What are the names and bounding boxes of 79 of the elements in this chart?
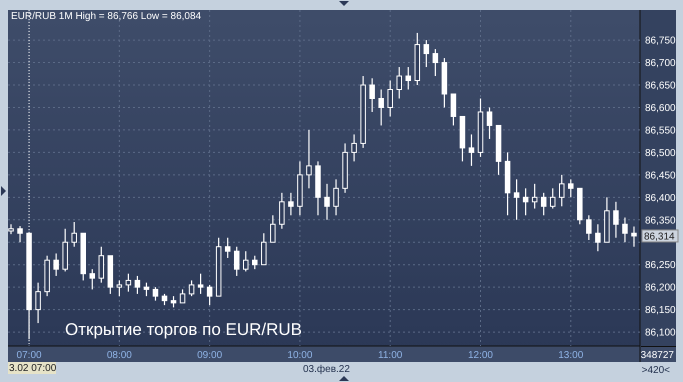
- candlestick: [53, 252, 59, 277]
- candlestick: [369, 78, 375, 113]
- candlestick: [180, 288, 186, 304]
- y-tick-label: 86,250: [645, 260, 676, 272]
- candlestick: [98, 246, 104, 284]
- x-tick-label: 09:00: [197, 350, 223, 361]
- x-tick-label: 10:00: [287, 350, 313, 361]
- candlestick: [622, 216, 628, 243]
- candlestick: [170, 296, 176, 308]
- candlestick: [406, 66, 412, 90]
- y-tick-label: 86,350: [645, 215, 676, 226]
- candlestick: [152, 286, 158, 302]
- candlestick: [387, 80, 393, 118]
- candlestick: [162, 293, 168, 306]
- text: 3.02 07:00: [9, 363, 57, 374]
- candlestick: [333, 178, 339, 216]
- x-tick-label: 13:00: [558, 350, 584, 361]
- candlestick: [540, 192, 546, 216]
- candlestick: [279, 192, 285, 230]
- candlestick: [270, 214, 276, 243]
- candlestick: [35, 282, 41, 324]
- candlestick: [351, 134, 357, 162]
- x-tick-label: 08:00: [106, 350, 132, 361]
- candlestick: [522, 188, 528, 216]
- candlestick: [532, 183, 538, 210]
- y-tick-label: 86,600: [645, 102, 676, 114]
- y-tick-label: 86,200: [645, 282, 676, 294]
- y-tick-label: 86,500: [645, 148, 676, 159]
- candlestick: [631, 226, 637, 248]
- y-tick-label: 86,550: [645, 125, 676, 136]
- candlestick: [90, 268, 96, 290]
- candlestick: [144, 282, 150, 297]
- candlestick: [234, 246, 240, 277]
- candlestick: [288, 192, 294, 216]
- text: 03.фев.22: [303, 364, 350, 375]
- candlestick: [8, 224, 14, 235]
- candlestick: [198, 273, 204, 294]
- candlestick: [261, 232, 267, 266]
- candlestick: [595, 224, 601, 252]
- candlestick: [550, 188, 556, 210]
- x-tick-label: 12:00: [468, 350, 494, 361]
- text: >420<: [642, 365, 670, 376]
- candlestick: [224, 237, 230, 259]
- candlestick: [586, 214, 592, 241]
- candlestick: [432, 48, 438, 77]
- candlestick: [568, 178, 574, 198]
- y-tick-label: 86,100: [645, 328, 676, 339]
- candlestick: [324, 183, 330, 220]
- y-tick-label: 86,400: [645, 192, 676, 204]
- y-tick-label: 86,150: [645, 305, 676, 316]
- y-tick-label: 86,700: [645, 58, 676, 70]
- candlestick: [486, 106, 492, 140]
- candlestick: [613, 201, 619, 238]
- y-tick-label: 86,650: [645, 80, 676, 92]
- y-tick-label: 86,450: [645, 170, 676, 182]
- candlestick: [17, 225, 23, 243]
- candlestick: [558, 174, 565, 207]
- candlestick: [71, 221, 77, 248]
- y-tick-label: 86,750: [645, 36, 676, 47]
- candlestick: [514, 178, 520, 220]
- candlestick: [134, 275, 140, 294]
- x-tick-label: 07:00: [16, 350, 42, 361]
- text: 348727: [640, 350, 674, 361]
- candlestick: [306, 129, 312, 189]
- annotation: 86,314: [644, 231, 676, 242]
- candlestick: [424, 39, 430, 68]
- x-tick-label: 11:00: [378, 350, 403, 361]
- candlestick: [252, 255, 258, 270]
- candlestick: [450, 93, 456, 126]
- candlestick: [188, 280, 194, 297]
- candlestick: [242, 250, 249, 272]
- annotation: Открытие торгов по EUR/RUB: [65, 320, 302, 339]
- chart-title: EUR/RUB 1M High = 86,766 Low = 86,084: [11, 11, 202, 22]
- candlestick: [206, 284, 212, 306]
- candlestick: [468, 134, 474, 166]
- candlestick: [378, 88, 384, 126]
- candlestick: [116, 280, 122, 297]
- candlestick: [396, 66, 402, 100]
- candlestick: [126, 273, 132, 292]
